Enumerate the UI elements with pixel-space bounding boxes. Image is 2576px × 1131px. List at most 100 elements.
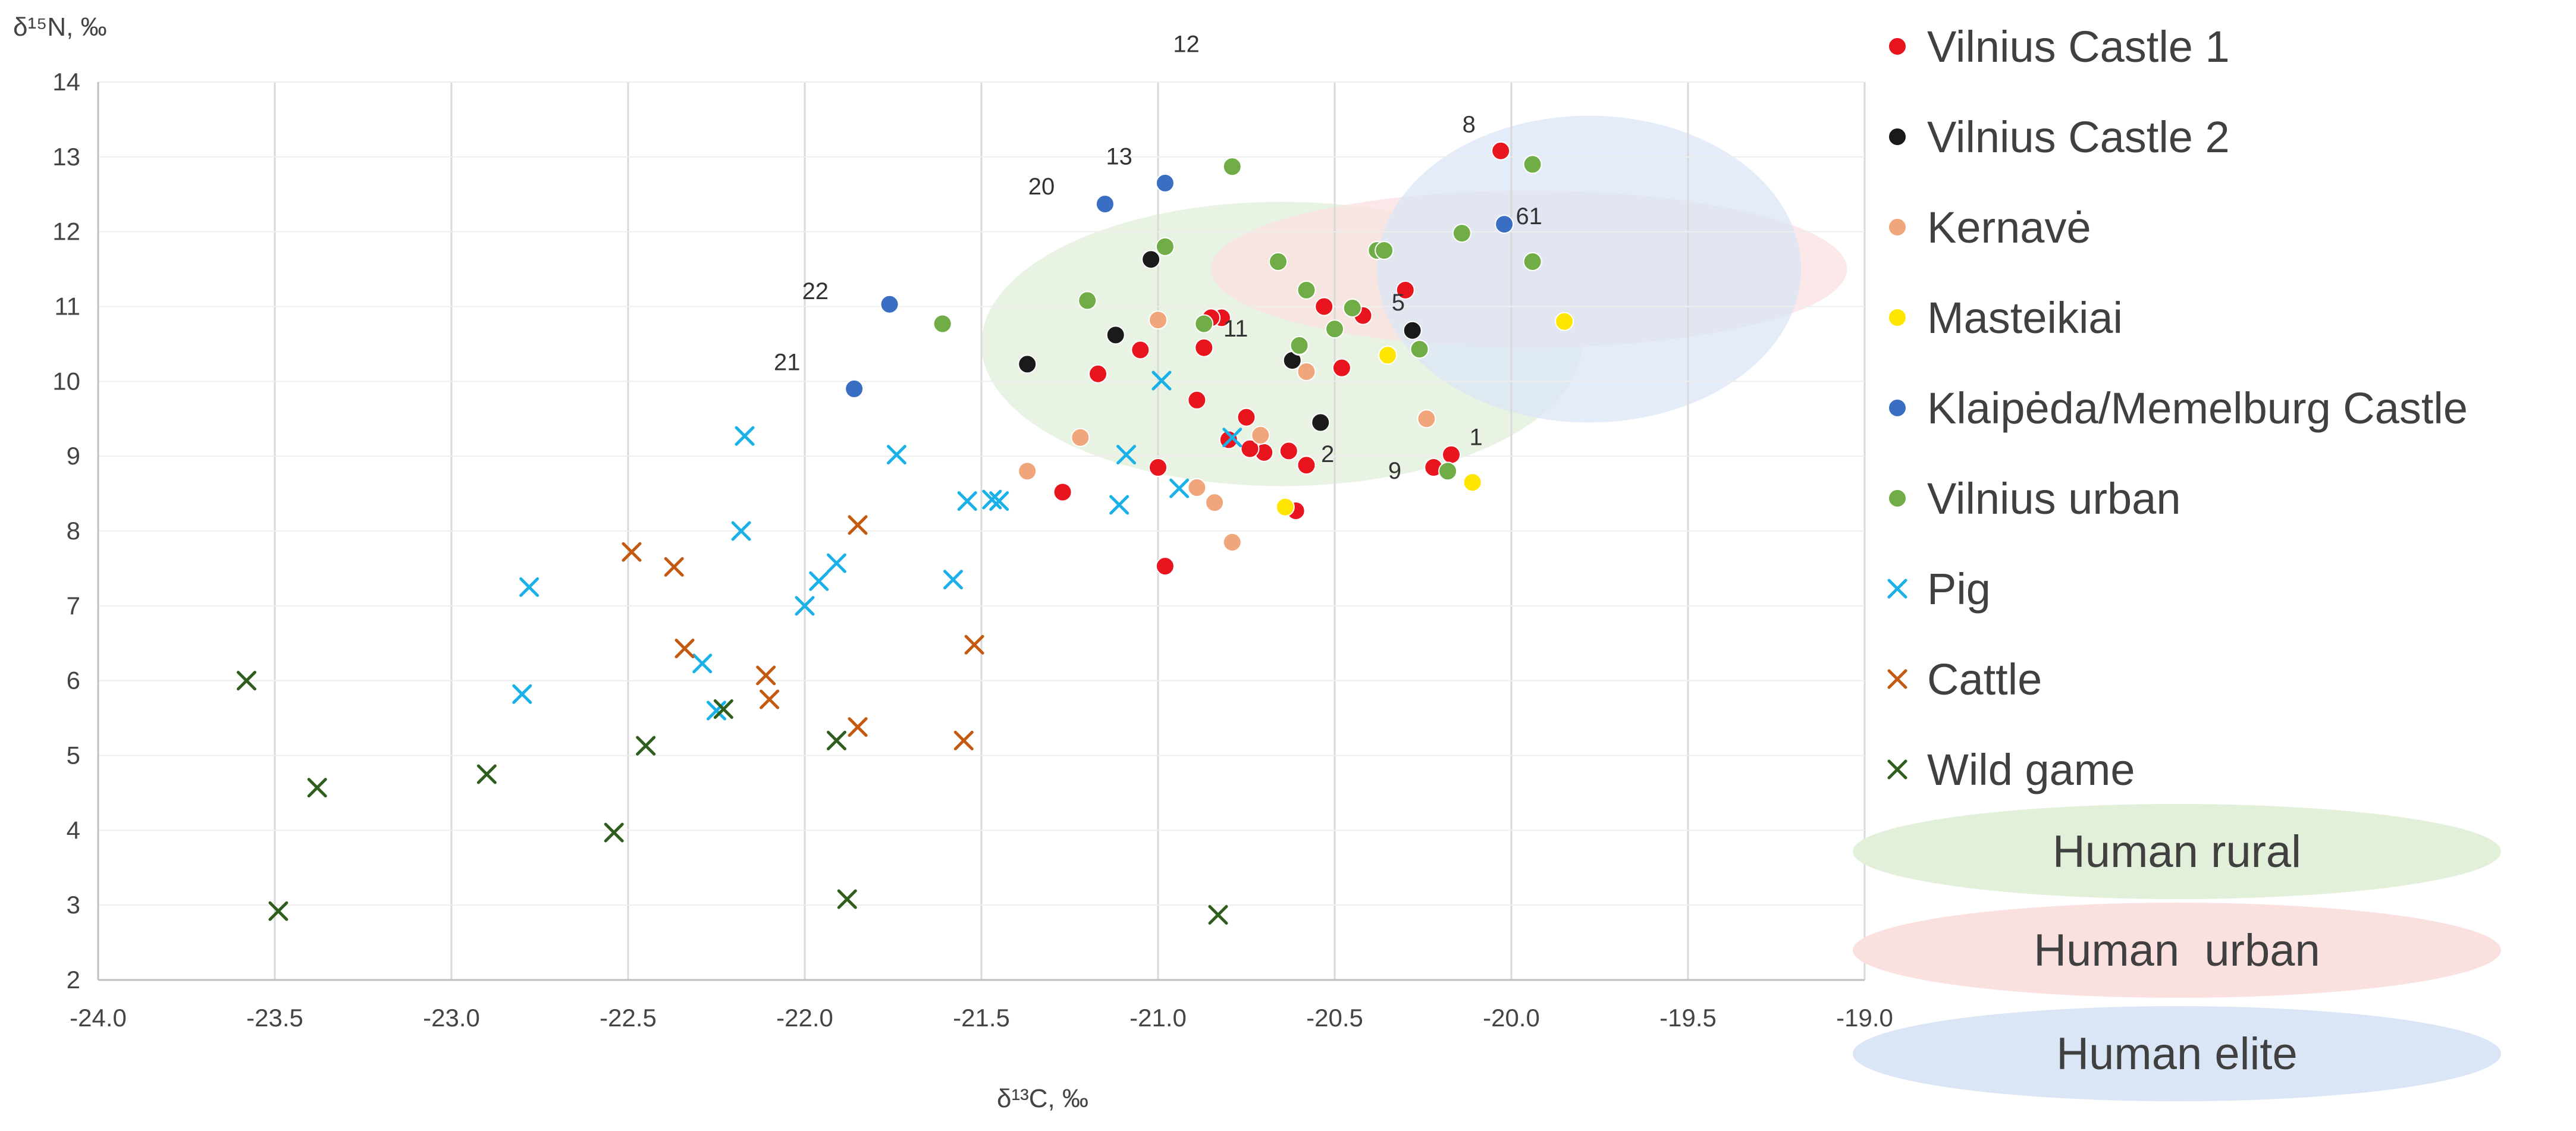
data-point bbox=[1463, 473, 1482, 492]
legend-label: Wild game bbox=[1927, 745, 2135, 794]
series-vilnius-urban bbox=[933, 155, 1542, 481]
data-point bbox=[1523, 155, 1542, 174]
legend-label: Pig bbox=[1927, 564, 1991, 614]
axis-layer: -24.0 -23.5 -23.0 -22.5 -22.0 -21.5 -21.0 -20.5… bbox=[52, 68, 1893, 1032]
data-point bbox=[735, 426, 755, 446]
series-pig bbox=[512, 370, 1242, 721]
ellipse-human-elite bbox=[1377, 115, 1802, 423]
data-point bbox=[1268, 252, 1288, 271]
point-label: 1 bbox=[1469, 424, 1482, 450]
legend-entry: Klaipėda/Memelburg Castle bbox=[1888, 384, 2468, 433]
data-point bbox=[809, 571, 829, 591]
x-tick-label: -19.0 bbox=[1836, 1004, 1893, 1032]
legend-marker bbox=[1888, 127, 1907, 146]
legend-ellipse-entry: Human urban bbox=[1853, 903, 2501, 998]
series-wild-game bbox=[236, 671, 1228, 925]
point-label: 13 bbox=[1106, 143, 1132, 169]
legend-entry: Vilnius Castle 2 bbox=[1888, 112, 2230, 162]
data-point bbox=[1289, 335, 1309, 355]
legend-ellipse-label: Human elite bbox=[2056, 1029, 2298, 1079]
point-label: 5 bbox=[1392, 290, 1405, 316]
legend-entry: Masteikiai bbox=[1888, 293, 2123, 343]
data-point bbox=[1194, 338, 1214, 357]
data-point bbox=[1187, 390, 1207, 410]
y-tick-label: 2 bbox=[67, 966, 80, 994]
legend-marker bbox=[1888, 37, 1907, 56]
data-point bbox=[826, 730, 846, 750]
data-point bbox=[692, 654, 713, 674]
data-point bbox=[1187, 478, 1207, 498]
data-point bbox=[1438, 461, 1458, 481]
data-point bbox=[957, 491, 977, 511]
point-label: 11 bbox=[1223, 316, 1248, 342]
data-point bbox=[1053, 482, 1072, 502]
data-point bbox=[1095, 194, 1115, 214]
data-point bbox=[1169, 478, 1190, 498]
data-point bbox=[1240, 439, 1260, 458]
data-point bbox=[982, 489, 1002, 510]
points-layer bbox=[236, 141, 1574, 925]
data-point bbox=[707, 700, 726, 721]
legend-entry: Wild game bbox=[1887, 745, 2135, 794]
data-point bbox=[1297, 455, 1316, 475]
legend-ellipse-entry: Human rural bbox=[1853, 804, 2501, 899]
data-point bbox=[837, 889, 857, 909]
data-point bbox=[1071, 428, 1090, 447]
data-point bbox=[886, 445, 906, 465]
legend-marker bbox=[1888, 308, 1907, 327]
x-axis-title: δ¹³C, ‰ bbox=[997, 1084, 1088, 1113]
data-point bbox=[1018, 354, 1037, 374]
legend-ellipse-swatch bbox=[1853, 804, 2501, 899]
x-tick-label: -22.0 bbox=[776, 1004, 833, 1032]
legend-label: Klaipėda/Memelburg Castle bbox=[1927, 384, 2468, 433]
data-point bbox=[1155, 173, 1175, 193]
y-tick-label: 7 bbox=[67, 592, 80, 620]
legend-ellipse-label: Human urban bbox=[2034, 925, 2320, 976]
data-point bbox=[1378, 345, 1398, 365]
series-masteikiai bbox=[1275, 312, 1574, 517]
ellipses-layer bbox=[981, 115, 1847, 486]
y-tick-label: 13 bbox=[52, 143, 80, 171]
data-point bbox=[1325, 319, 1344, 339]
data-point bbox=[476, 764, 497, 784]
y-tick-label: 8 bbox=[67, 517, 80, 545]
legend-label: Vilnius Castle 2 bbox=[1927, 112, 2230, 162]
data-point bbox=[1417, 409, 1436, 429]
point-label: 2 bbox=[1321, 441, 1334, 467]
data-point bbox=[826, 553, 846, 573]
data-point bbox=[848, 515, 868, 535]
x-tick-label: -20.5 bbox=[1306, 1004, 1363, 1032]
y-tick-label: 12 bbox=[52, 218, 80, 246]
data-point bbox=[1208, 905, 1228, 925]
y-tick-label: 3 bbox=[67, 891, 80, 919]
data-point bbox=[1402, 321, 1422, 340]
data-point bbox=[1149, 310, 1168, 330]
data-point bbox=[1442, 445, 1461, 464]
data-point bbox=[674, 639, 695, 659]
data-point bbox=[1395, 280, 1415, 300]
data-point bbox=[1205, 493, 1225, 513]
point-label: 9 bbox=[1388, 458, 1401, 484]
data-point bbox=[1088, 364, 1108, 384]
data-point bbox=[1151, 370, 1172, 391]
legend-entry: Kernavė bbox=[1888, 203, 2091, 252]
data-point bbox=[880, 294, 899, 314]
data-point bbox=[1116, 445, 1137, 465]
data-point bbox=[636, 736, 656, 756]
series-vilnius-castle-1 bbox=[1053, 141, 1511, 576]
legend-marker bbox=[1888, 489, 1907, 508]
x-tick-label: -20.0 bbox=[1483, 1004, 1540, 1032]
data-point bbox=[1251, 425, 1270, 445]
data-point bbox=[236, 671, 256, 691]
data-point bbox=[1275, 497, 1295, 517]
data-point bbox=[933, 314, 952, 334]
x-tick-label: -21.0 bbox=[1129, 1004, 1187, 1032]
data-point bbox=[731, 521, 751, 541]
data-point bbox=[1149, 458, 1168, 477]
legend-label: Kernavė bbox=[1927, 203, 2091, 252]
data-point bbox=[307, 778, 327, 798]
data-point bbox=[1452, 224, 1471, 243]
point-label: 22 bbox=[802, 278, 829, 304]
y-axis-title: δ¹⁵N, ‰ bbox=[13, 12, 107, 42]
